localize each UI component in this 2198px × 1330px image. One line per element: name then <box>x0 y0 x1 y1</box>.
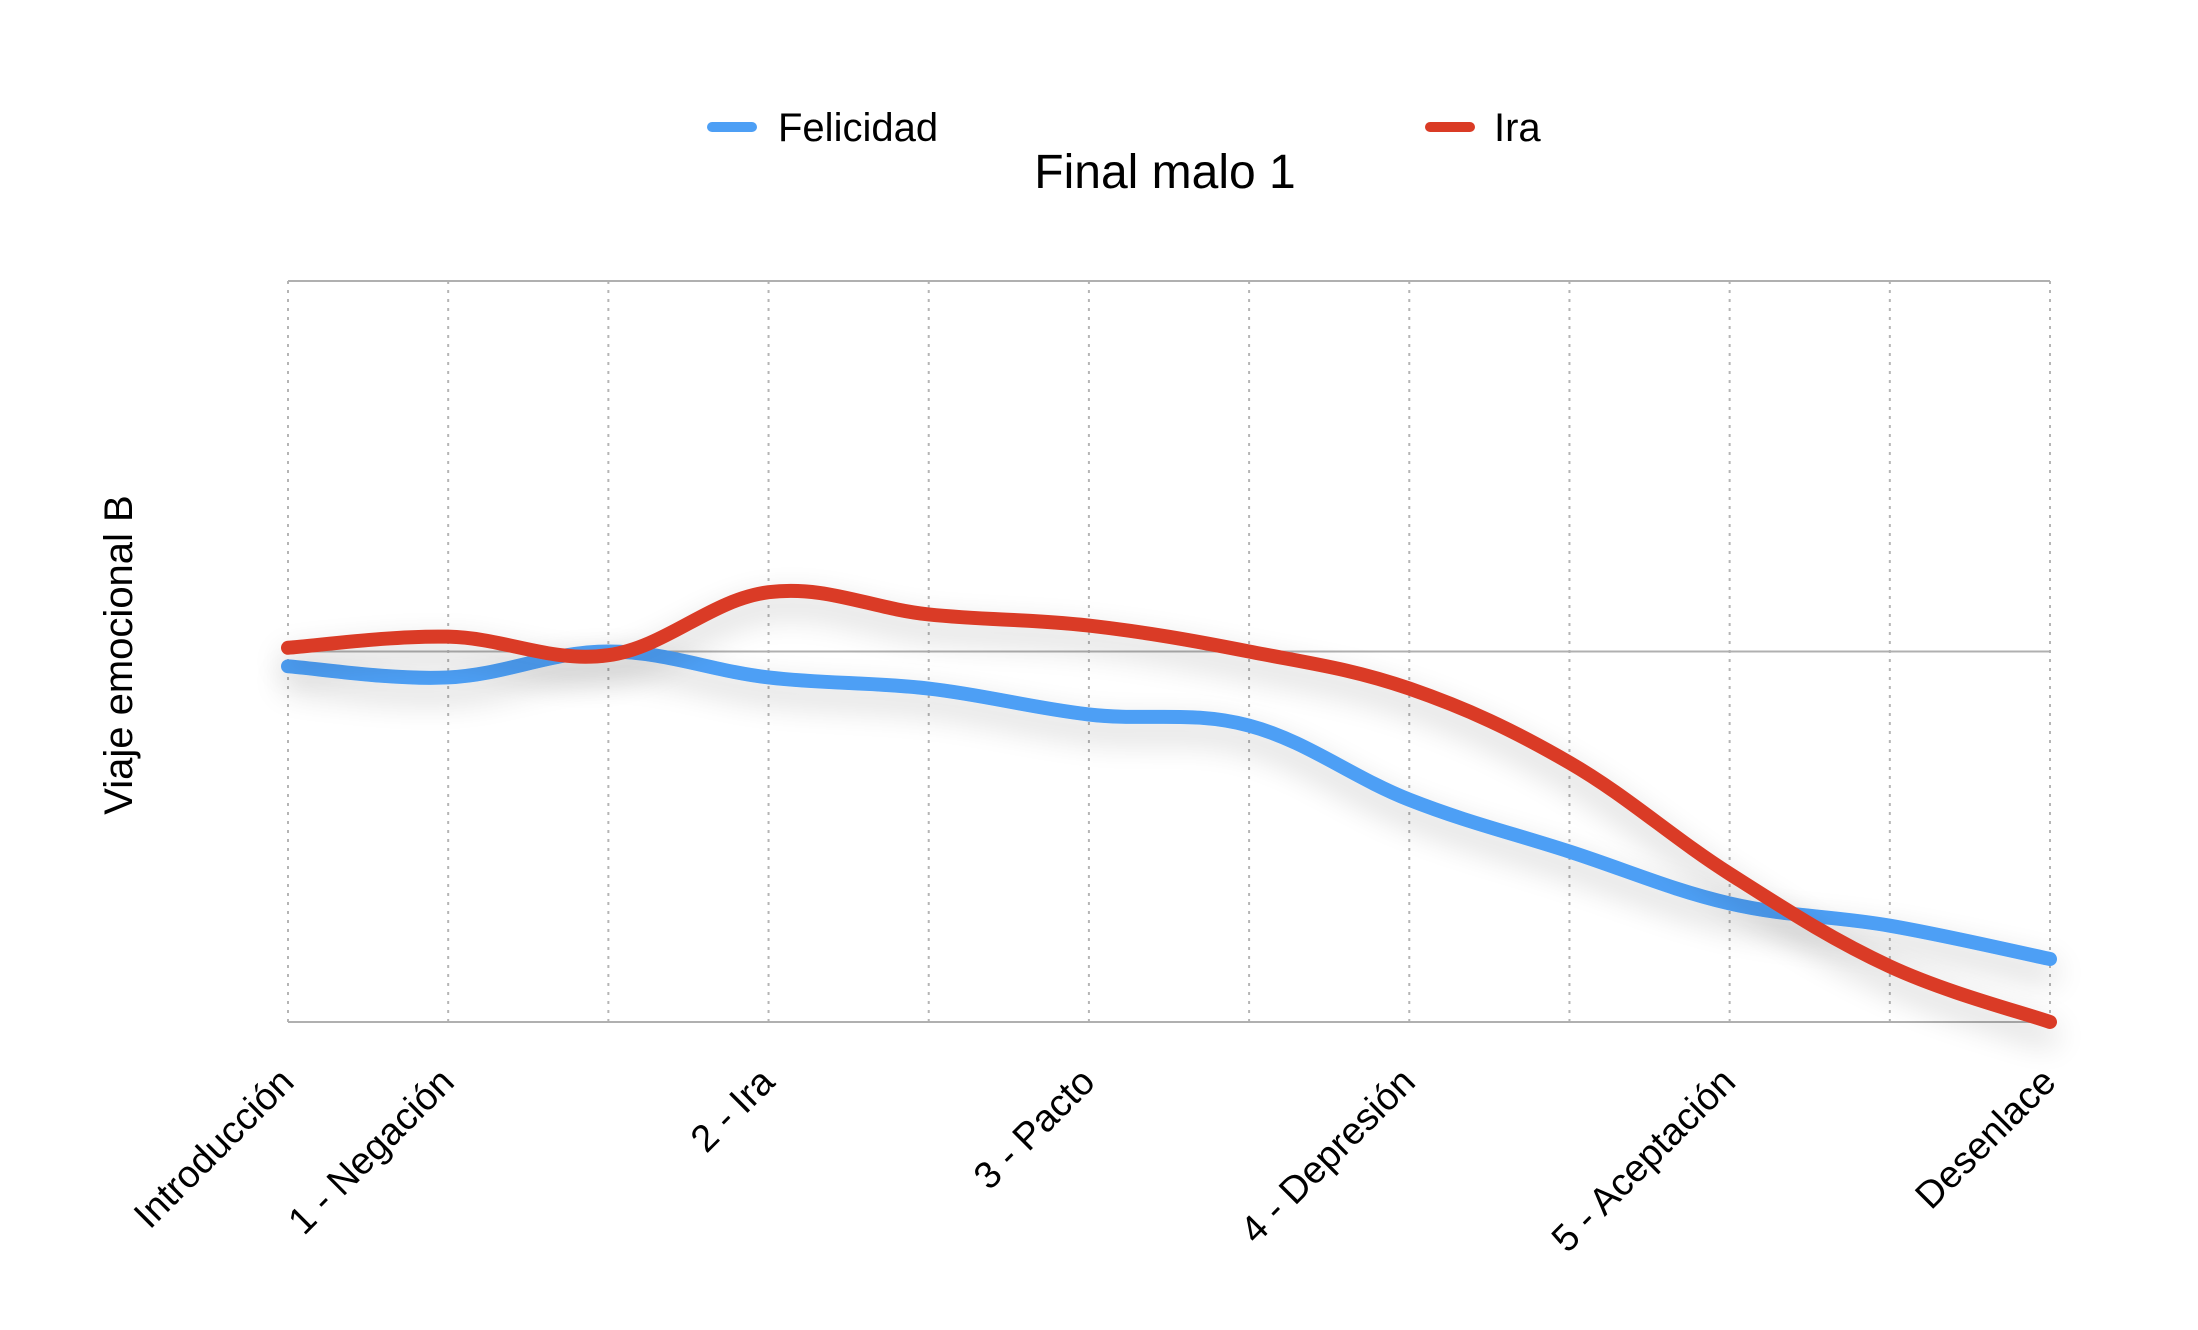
series-line-ira <box>281 583 2057 1029</box>
x-tick-label: Desenlace <box>1908 1061 2065 1218</box>
x-tick-label: 1 - Negación <box>280 1061 462 1243</box>
x-tick-label: Introducción <box>126 1061 302 1237</box>
x-tick-label: 2 - Ira <box>683 1060 783 1160</box>
legend: Felicidad Ira <box>707 106 1541 150</box>
y-axis-label: Viaje emocional B <box>97 495 141 814</box>
x-tick-label: 5 - Aceptación <box>1544 1061 1744 1261</box>
legend-label-ira: Ira <box>1494 106 1541 150</box>
x-tick-label: 4 - Depresión <box>1233 1061 1424 1252</box>
series-layer <box>281 583 2057 1029</box>
chart-title: Final malo 1 <box>1034 146 1295 199</box>
x-tick-label: 3 - Pacto <box>966 1061 1103 1198</box>
legend-label-felicidad: Felicidad <box>778 106 938 150</box>
